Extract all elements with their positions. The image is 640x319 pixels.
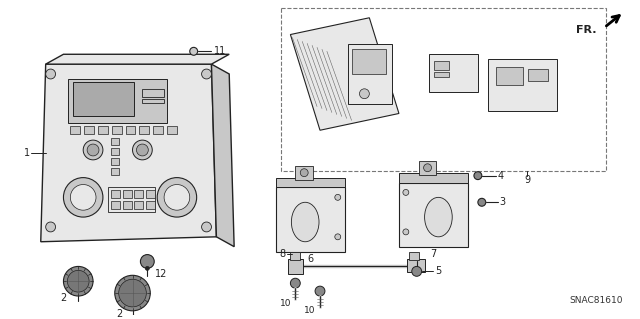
Text: 5: 5 bbox=[435, 266, 442, 276]
Text: 12: 12 bbox=[156, 269, 168, 279]
Circle shape bbox=[70, 184, 96, 210]
Bar bbox=[147, 190, 156, 198]
Circle shape bbox=[403, 189, 409, 195]
Bar bbox=[70, 126, 80, 134]
Circle shape bbox=[360, 89, 369, 99]
Polygon shape bbox=[211, 64, 234, 247]
Circle shape bbox=[424, 164, 431, 172]
Circle shape bbox=[403, 229, 409, 235]
Text: SNAC81610: SNAC81610 bbox=[570, 296, 623, 306]
Text: 10: 10 bbox=[280, 300, 291, 308]
Circle shape bbox=[118, 279, 147, 307]
Text: 10: 10 bbox=[305, 306, 316, 315]
Circle shape bbox=[140, 255, 154, 268]
Text: FR.: FR. bbox=[576, 25, 596, 34]
Circle shape bbox=[145, 266, 149, 271]
Bar bbox=[488, 59, 557, 110]
Circle shape bbox=[202, 222, 211, 232]
Text: 7: 7 bbox=[430, 249, 436, 259]
Circle shape bbox=[45, 222, 56, 232]
Polygon shape bbox=[276, 188, 345, 252]
Bar bbox=[147, 201, 156, 209]
Circle shape bbox=[164, 184, 189, 210]
Bar bbox=[295, 166, 313, 180]
Bar bbox=[419, 161, 436, 175]
Text: 3: 3 bbox=[500, 197, 506, 207]
Polygon shape bbox=[399, 173, 468, 182]
Bar bbox=[84, 126, 94, 134]
Polygon shape bbox=[276, 178, 345, 188]
Bar bbox=[98, 126, 108, 134]
Bar bbox=[111, 168, 118, 175]
Text: 2: 2 bbox=[60, 293, 67, 303]
Bar bbox=[112, 126, 122, 134]
Bar bbox=[351, 49, 386, 74]
Bar bbox=[111, 148, 118, 155]
Circle shape bbox=[412, 266, 422, 276]
Bar bbox=[142, 99, 164, 103]
Bar bbox=[495, 67, 524, 85]
Text: 6: 6 bbox=[307, 254, 313, 263]
Bar bbox=[409, 252, 419, 261]
Bar bbox=[111, 190, 120, 198]
Circle shape bbox=[45, 69, 56, 79]
Circle shape bbox=[300, 169, 308, 177]
Circle shape bbox=[315, 286, 325, 296]
Bar bbox=[111, 158, 118, 165]
Text: 9: 9 bbox=[524, 174, 531, 185]
Circle shape bbox=[202, 69, 211, 79]
Bar bbox=[108, 188, 156, 212]
Ellipse shape bbox=[424, 197, 452, 237]
Bar bbox=[142, 89, 164, 97]
Ellipse shape bbox=[291, 202, 319, 242]
Polygon shape bbox=[399, 182, 468, 247]
Bar bbox=[68, 79, 167, 123]
Bar bbox=[429, 54, 478, 92]
Circle shape bbox=[189, 47, 198, 55]
Bar bbox=[407, 258, 424, 272]
Bar bbox=[123, 201, 132, 209]
Bar bbox=[435, 72, 449, 77]
Text: 11: 11 bbox=[214, 46, 227, 56]
Circle shape bbox=[335, 234, 340, 240]
Bar bbox=[74, 82, 134, 116]
Circle shape bbox=[474, 172, 482, 180]
Circle shape bbox=[335, 194, 340, 200]
Bar bbox=[123, 190, 132, 198]
Circle shape bbox=[132, 140, 152, 160]
Circle shape bbox=[291, 278, 300, 288]
Bar bbox=[111, 138, 118, 145]
Bar bbox=[289, 258, 303, 274]
Circle shape bbox=[63, 178, 103, 217]
Bar bbox=[134, 190, 143, 198]
Text: 2: 2 bbox=[116, 309, 123, 319]
Circle shape bbox=[136, 144, 148, 156]
Circle shape bbox=[83, 140, 103, 160]
Circle shape bbox=[478, 198, 486, 206]
Bar bbox=[167, 126, 177, 134]
Bar bbox=[140, 126, 149, 134]
Text: 1: 1 bbox=[24, 148, 30, 158]
Circle shape bbox=[157, 178, 196, 217]
Polygon shape bbox=[291, 18, 399, 130]
Polygon shape bbox=[41, 64, 216, 242]
Circle shape bbox=[115, 275, 150, 311]
Circle shape bbox=[67, 271, 89, 292]
Bar bbox=[134, 201, 143, 209]
Bar bbox=[348, 44, 392, 104]
Bar bbox=[435, 61, 449, 70]
Text: 4: 4 bbox=[498, 171, 504, 181]
Polygon shape bbox=[45, 54, 229, 64]
Bar bbox=[291, 252, 300, 261]
Bar bbox=[528, 69, 548, 81]
Bar bbox=[153, 126, 163, 134]
Text: 8: 8 bbox=[279, 249, 285, 259]
Circle shape bbox=[63, 266, 93, 296]
Bar bbox=[280, 8, 606, 171]
Bar bbox=[125, 126, 136, 134]
Bar bbox=[111, 201, 120, 209]
Circle shape bbox=[87, 144, 99, 156]
